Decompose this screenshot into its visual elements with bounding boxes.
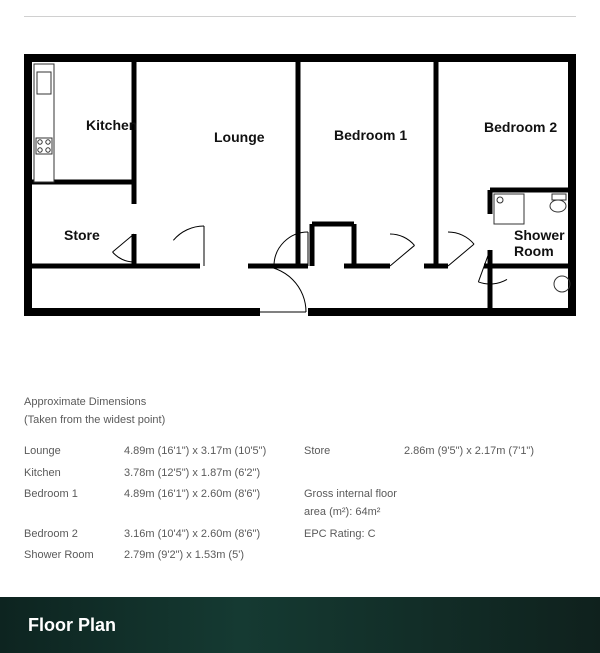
dim-room-name: Kitchen xyxy=(24,465,124,483)
dim-room-name: Store xyxy=(304,443,404,461)
dim-room-name: Bedroom 2 xyxy=(24,526,124,544)
dim-room-value: 2.79m (9'2") x 1.53m (5') xyxy=(124,547,304,565)
fixture-sink xyxy=(37,72,51,94)
room-label: Kitchen xyxy=(86,117,137,133)
dim-room-value xyxy=(404,547,564,565)
footer-title: Floor Plan xyxy=(28,615,116,636)
dim-room-value xyxy=(404,526,564,544)
room-label: Lounge xyxy=(214,129,265,145)
dim-room-value xyxy=(404,465,564,483)
room-label: Shower xyxy=(514,227,565,243)
floorplan-container: Kitchen Lounge Bedroom 1 Bedroom 2 Store Show… xyxy=(24,54,576,364)
dim-room-value xyxy=(404,486,564,521)
room-label: Bedroom 2 xyxy=(484,119,557,135)
dimensions-heading: Approximate Dimensions (Taken from the w… xyxy=(24,394,576,429)
dim-room-value: 3.78m (12'5") x 1.87m (6'2") xyxy=(124,465,304,483)
footer-bar: Floor Plan xyxy=(0,597,600,653)
dims-heading-line1: Approximate Dimensions xyxy=(24,394,576,412)
dimensions-grid: Lounge4.89m (16'1") x 3.17m (10'5")Store… xyxy=(24,443,576,565)
dim-room-name: Shower Room xyxy=(24,547,124,565)
dim-room-name: Bedroom 1 xyxy=(24,486,124,521)
dim-room-name: Lounge xyxy=(24,443,124,461)
dim-room-value: 3.16m (10'4") x 2.60m (8'6") xyxy=(124,526,304,544)
fixture-toilet-bowl xyxy=(550,200,566,212)
dim-room-name xyxy=(304,465,404,483)
dim-room-name xyxy=(304,547,404,565)
fixture-basin xyxy=(554,276,570,292)
room-label: Room xyxy=(514,243,554,259)
room-label: Bedroom 1 xyxy=(334,127,407,143)
room-label: Store xyxy=(64,227,100,243)
dim-room-value: 4.89m (16'1") x 2.60m (8'6") xyxy=(124,486,304,521)
dimensions-block: Approximate Dimensions (Taken from the w… xyxy=(24,394,576,565)
dim-room-value: 4.89m (16'1") x 3.17m (10'5") xyxy=(124,443,304,461)
fixture-toilet-tank xyxy=(552,194,566,200)
dim-room-name: Gross internal floor area (m²): 64m² xyxy=(304,486,404,521)
dim-room-name: EPC Rating: C xyxy=(304,526,404,544)
dim-room-value: 2.86m (9'5") x 2.17m (7'1") xyxy=(404,443,564,461)
fixture-shower-tray xyxy=(494,194,524,224)
floorplan-svg: Kitchen Lounge Bedroom 1 Bedroom 2 Store Show… xyxy=(24,54,576,364)
dims-heading-line2: (Taken from the widest point) xyxy=(24,412,576,430)
divider-rule xyxy=(24,16,576,17)
